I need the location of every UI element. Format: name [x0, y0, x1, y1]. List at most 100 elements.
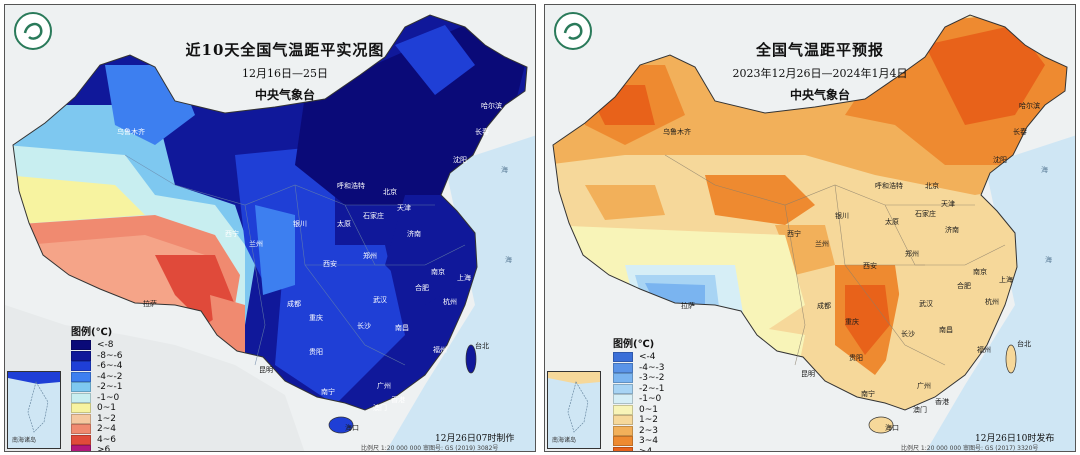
- left-legend-row: -4~-2: [71, 371, 123, 383]
- right-legend-swatch: [613, 425, 633, 436]
- left-map-agency: 中央气象台: [254, 88, 315, 102]
- city-label: 太原: [337, 220, 351, 228]
- city-label: 南宁: [321, 388, 335, 396]
- city-label: 南宁: [861, 390, 875, 398]
- city-label: 成都: [817, 302, 831, 310]
- right-legend-swatch: [613, 446, 633, 451]
- city-label: 海口: [345, 424, 359, 432]
- city-label: 杭州: [443, 298, 457, 306]
- right-legend-swatch: [613, 436, 633, 447]
- left-legend-row: -2~-1: [71, 382, 123, 393]
- right-legend-row: >4: [613, 446, 665, 451]
- left-legend-swatch: [71, 350, 91, 361]
- city-label: 澳门: [373, 404, 387, 412]
- left-legend-label: -4~-2: [97, 371, 123, 382]
- city-label: 西安: [863, 262, 877, 270]
- sea-label: 海: [1041, 166, 1048, 174]
- right-legend-label: 1~2: [639, 415, 658, 426]
- right-title-block: 全国气温距平预报 2023年12月26日—2024年1月4日 中央气象台: [695, 39, 945, 103]
- city-label: 广州: [917, 382, 931, 390]
- left-legend: 图例(℃) <-8 -8~-6 -6~-4 -4~-2 -2~-1 -1~0 0~1 1~2 2…: [71, 323, 123, 452]
- city-label: 合肥: [957, 282, 971, 290]
- left-legend-label: >6: [97, 445, 111, 452]
- left-legend-label: -2~-1: [97, 382, 123, 393]
- city-label: 拉萨: [681, 302, 695, 310]
- left-legend-swatch: [71, 361, 91, 372]
- forecast-anomaly-map-panel: 全国气温距平预报 2023年12月26日—2024年1月4日 中央气象台 乌鲁木…: [544, 4, 1076, 452]
- left-scale-note: 比例尺 1:20 000 000 审图号: GS (2019) 3082号: [361, 445, 499, 452]
- city-label: 澳门: [913, 406, 927, 414]
- right-legend-label: -1~0: [639, 394, 662, 405]
- cma-logo: [554, 12, 592, 50]
- city-label: 乌鲁木齐: [663, 128, 691, 136]
- city-label: 长春: [475, 128, 489, 136]
- city-label: 贵阳: [849, 354, 863, 362]
- left-legend-row: 2~4: [71, 424, 123, 435]
- left-legend-row: 0~1: [71, 403, 123, 414]
- left-legend-row: <-8: [71, 340, 123, 351]
- left-legend-label: 1~2: [97, 413, 116, 424]
- city-label: 武汉: [373, 296, 387, 304]
- city-label: 北京: [925, 182, 939, 190]
- right-legend-label: -2~-1: [639, 383, 665, 394]
- city-label: 济南: [945, 226, 959, 234]
- right-legend-label: 0~1: [639, 404, 658, 415]
- left-legend-row: -8~-6: [71, 350, 123, 362]
- left-legend-label: <-8: [97, 340, 114, 351]
- city-label: 北京: [383, 188, 397, 196]
- south-china-sea-inset: 南海诸岛: [547, 371, 601, 449]
- city-label: 贵阳: [309, 348, 323, 356]
- city-label: 郑州: [905, 250, 919, 258]
- city-label: 重庆: [845, 318, 859, 326]
- right-legend-label: -3~-2: [639, 373, 665, 384]
- forecast-anomaly-map: [545, 5, 1075, 451]
- right-legend-title: 图例(℃): [613, 339, 655, 350]
- city-label: 昆明: [801, 370, 815, 378]
- right-legend-swatch: [613, 415, 633, 426]
- right-legend-row: 3~4: [613, 436, 665, 447]
- right-legend-row: -4~-3: [613, 362, 665, 374]
- inset-label: 南海诸岛: [12, 437, 37, 444]
- city-label: 西安: [323, 260, 337, 268]
- right-legend-swatch: [613, 373, 633, 384]
- right-legend-row: 0~1: [613, 404, 665, 416]
- left-production-stamp: 12月26日07时制作: [435, 434, 515, 444]
- city-label: 福州: [977, 346, 991, 354]
- left-legend-label: 0~1: [97, 403, 116, 414]
- left-legend-swatch: [71, 340, 91, 351]
- left-legend-row: -1~0: [71, 392, 123, 404]
- right-legend-label: 2~3: [639, 425, 658, 436]
- left-legend-swatch: [71, 413, 91, 424]
- left-legend-row: 1~2: [71, 413, 123, 425]
- left-map-title: 近10天全国气温距平实况图: [185, 41, 385, 59]
- right-legend-label: <-4: [639, 352, 656, 363]
- city-label: 海口: [885, 424, 899, 432]
- south-china-sea-inset: 南海诸岛: [7, 371, 61, 449]
- right-legend-row: -2~-1: [613, 383, 665, 395]
- city-label: 沈阳: [453, 156, 467, 164]
- left-legend-title: 图例(℃): [71, 327, 113, 338]
- city-label: 台北: [1017, 340, 1031, 348]
- city-label: 呼和浩特: [875, 182, 903, 190]
- left-legend-swatch: [71, 382, 91, 393]
- right-map-title: 全国气温距平预报: [755, 41, 884, 59]
- city-label: 济南: [407, 230, 421, 238]
- left-legend-row: >6: [71, 445, 123, 452]
- left-legend-swatch: [71, 392, 91, 403]
- left-legend-label: -1~0: [97, 392, 120, 403]
- cma-logo: [14, 12, 52, 50]
- left-legend-swatch: [71, 445, 91, 451]
- city-label: 香港: [391, 396, 405, 404]
- city-label: 福州: [433, 346, 447, 354]
- city-label: 广州: [377, 382, 391, 390]
- observed-anomaly-map: [5, 5, 535, 451]
- right-legend-row: -3~-2: [613, 373, 665, 384]
- left-legend-swatch: [71, 434, 91, 445]
- city-label: 西宁: [225, 230, 239, 238]
- city-label: 银川: [835, 212, 849, 220]
- right-legend-swatch: [613, 362, 633, 373]
- city-label: 石家庄: [915, 210, 936, 218]
- city-label: 上海: [999, 276, 1013, 284]
- inset-label: 南海诸岛: [552, 437, 577, 444]
- city-label: 长沙: [901, 330, 915, 338]
